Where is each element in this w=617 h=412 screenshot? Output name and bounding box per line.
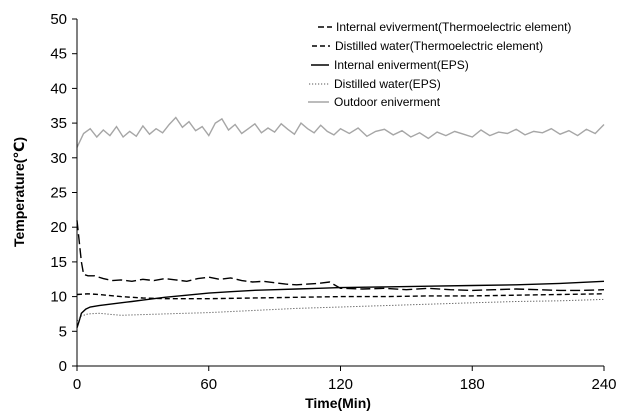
y-tick-label: 10 — [50, 289, 67, 306]
y-tick-label: 5 — [59, 323, 67, 340]
series-line-1 — [76, 293, 605, 300]
x-tick-label: 0 — [73, 376, 81, 393]
series-line-4 — [76, 116, 605, 148]
y-tick-label: 15 — [50, 254, 67, 271]
y-axis-title: Temperature(℃) — [11, 137, 27, 247]
y-tick-label: 0 — [59, 358, 67, 375]
x-axis-title: Time(Min) — [305, 395, 371, 411]
series-line-3 — [76, 298, 605, 322]
legend-label-4: Outdoor eniverment — [334, 95, 441, 109]
y-tick-label: 30 — [50, 150, 67, 167]
y-tick-label: 25 — [50, 185, 67, 202]
y-tick-label: 40 — [50, 80, 67, 97]
series-line-0 — [76, 220, 605, 292]
y-tick-label: 45 — [50, 46, 67, 63]
series-line-2 — [76, 280, 605, 329]
legend-label-0: Internal eviverment(Thermoelectric eleme… — [336, 20, 571, 34]
x-tick-label: 180 — [460, 376, 485, 393]
legend-label-3: Distilled water(EPS) — [334, 77, 441, 91]
axes: 0 5 10 15 20 25 30 35 40 45 50 0 60 120 180 240 — [50, 11, 616, 393]
plot-area — [76, 116, 605, 329]
legend: Internal eviverment(Thermoelectric eleme… — [308, 20, 571, 109]
y-tick-label: 20 — [50, 219, 67, 236]
y-tick-label: 35 — [50, 115, 67, 132]
legend-label-1: Distilled water(Thermoelectric element) — [335, 39, 543, 53]
y-tick-label: 50 — [50, 11, 67, 28]
x-tick-label: 60 — [200, 376, 217, 393]
legend-label-2: Internal eniverment(EPS) — [334, 58, 469, 72]
x-tick-label: 240 — [591, 376, 616, 393]
x-tick-label: 120 — [328, 376, 353, 393]
